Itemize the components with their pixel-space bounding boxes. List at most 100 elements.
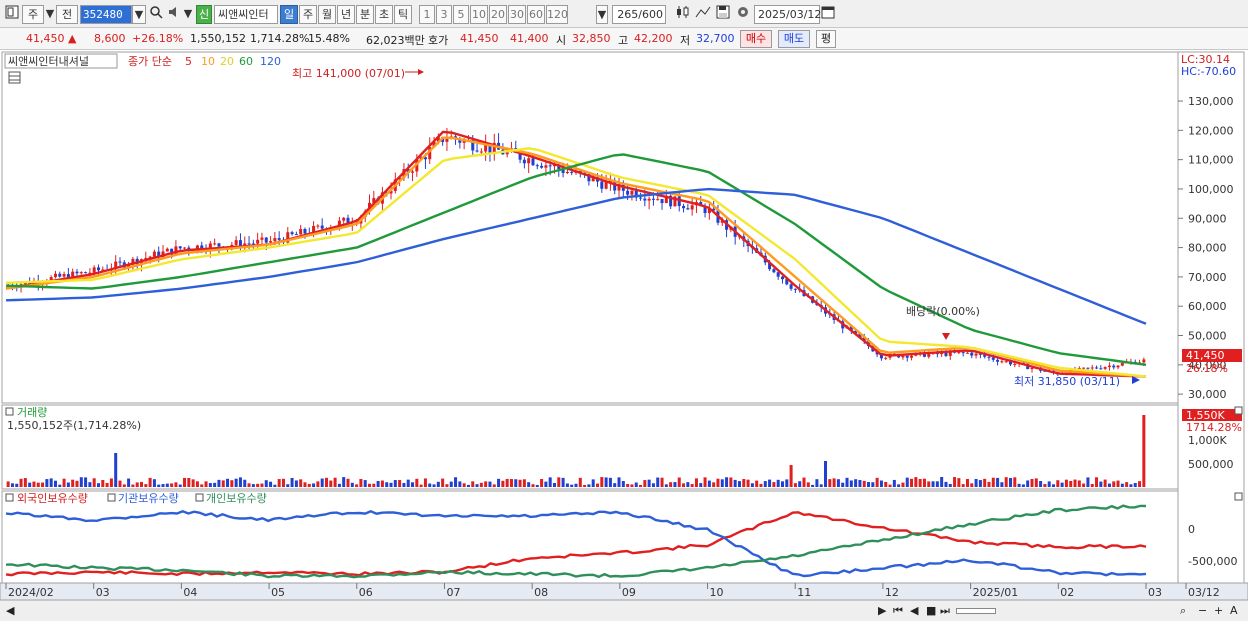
interval-button-1[interactable]: 1 — [419, 5, 435, 24]
date-field[interactable]: 2025/03/12 — [754, 5, 821, 24]
volume-bar — [88, 482, 92, 487]
volume-bar — [1004, 477, 1008, 487]
trade-amount: 62,023백만 — [366, 34, 425, 47]
period-button-6[interactable]: 틱 — [394, 5, 412, 24]
font-size-icon[interactable]: A — [1230, 604, 1238, 617]
prev-button[interactable]: 전 — [56, 5, 78, 24]
gear-icon[interactable] — [734, 5, 752, 24]
interval-button-5[interactable]: 5 — [453, 5, 469, 24]
volume-bar — [927, 481, 931, 487]
save-icon[interactable] — [714, 5, 732, 24]
volume-panel-close-icon[interactable] — [1234, 406, 1243, 415]
candle-body — [910, 355, 914, 358]
interval-button-10[interactable]: 10 — [470, 5, 488, 24]
volume-bar — [273, 484, 277, 487]
holding-panel-close-icon[interactable] — [1234, 492, 1243, 501]
volume-bar — [673, 482, 677, 487]
volume-bar — [1112, 481, 1116, 487]
legend-ma120: 120 — [260, 55, 281, 68]
eval-button[interactable]: 평 — [816, 30, 836, 48]
volume-bar — [79, 477, 83, 487]
volume-bar — [385, 482, 389, 487]
speaker-icon[interactable] — [166, 5, 182, 24]
volume-bar — [819, 484, 823, 487]
window-menu-icon[interactable] — [4, 5, 20, 24]
interval-button-60[interactable]: 60 — [527, 5, 545, 24]
search-icon[interactable] — [148, 5, 164, 24]
volume-bar — [729, 477, 733, 487]
candle-body — [269, 241, 273, 243]
volume-bar — [733, 479, 737, 487]
candle-body — [677, 196, 681, 207]
zoom-track[interactable] — [956, 608, 996, 614]
scroll-end-icon[interactable]: ⏭ — [940, 604, 950, 617]
stop-icon[interactable]: ■ — [926, 604, 937, 617]
volume-bar — [131, 484, 135, 487]
interval-button-3[interactable]: 3 — [436, 5, 452, 24]
zoom-out-icon[interactable]: − — [1198, 604, 1208, 617]
stock-name-field[interactable]: 씨앤씨인터 — [214, 5, 278, 24]
volume-bar — [316, 481, 320, 487]
interval-button-30[interactable]: 30 — [508, 5, 526, 24]
legend-ma60: 60 — [239, 55, 253, 68]
period-button-3[interactable]: 년 — [337, 5, 355, 24]
price-panel-frame — [1, 51, 1179, 404]
scroll-bar[interactable]: ◀ ▶ ⏮ ◀ ■ ⏭ ⌕ − + A — [0, 600, 1248, 621]
draw-tool-icon[interactable] — [694, 5, 712, 24]
ma-line-5 — [5, 130, 1147, 378]
candle-body — [423, 157, 427, 160]
x-tick-label: 03 — [1148, 586, 1162, 599]
count-field[interactable]: 265/600 — [612, 5, 666, 24]
scroll-left-icon[interactable]: ◀ — [6, 604, 15, 617]
candle-body — [776, 272, 780, 277]
volume-bar — [802, 477, 806, 487]
zoom-in-icon[interactable]: + — [1214, 604, 1224, 617]
market-label: 주 — [27, 8, 39, 21]
volume-bar — [905, 477, 909, 487]
period-button-1[interactable]: 주 — [299, 5, 317, 24]
volume-bar — [1073, 479, 1077, 487]
period-button-4[interactable]: 분 — [356, 5, 374, 24]
volume-bar — [372, 483, 376, 487]
buy-button[interactable]: 매수 — [740, 30, 772, 48]
interval-button-20[interactable]: 20 — [489, 5, 507, 24]
interval-dropdown-icon[interactable]: ▼ — [596, 5, 608, 24]
volume-bar — [355, 484, 359, 487]
volume-bar — [1052, 484, 1056, 487]
scroll-start-icon[interactable]: ⏮ — [893, 604, 903, 617]
scroll-right-icon[interactable]: ▶ — [878, 604, 887, 617]
sell-button[interactable]: 매도 — [778, 30, 810, 48]
market-dropdown-icon[interactable]: ▼ — [45, 7, 55, 20]
price-tick-label: 80,000 — [1188, 242, 1227, 255]
volume-bar — [294, 480, 298, 487]
volume-bar — [918, 478, 922, 487]
stock-code-input[interactable]: 352480 — [80, 5, 132, 24]
calendar-icon[interactable] — [820, 5, 836, 24]
volume-bar — [247, 483, 251, 487]
period-button-5[interactable]: 초 — [375, 5, 393, 24]
code-dropdown-icon[interactable]: ▼ — [132, 5, 146, 24]
zoom-search-icon[interactable]: ⌕ — [1180, 604, 1187, 617]
chart-area[interactable]: 130,000 120,000 110,000 100,000 90,000 80,000… — [0, 50, 1248, 600]
chart-svg[interactable]: 130,000 120,000 110,000 100,000 90,000 80,000… — [0, 50, 1248, 600]
volume-bar — [811, 484, 815, 487]
scroll-prev-icon[interactable]: ◀ — [910, 604, 919, 617]
volume-bar — [1099, 481, 1103, 487]
grid-toggle-icon[interactable] — [8, 71, 21, 84]
market-select[interactable]: 주 — [22, 5, 44, 24]
volume-bar — [682, 483, 686, 487]
interval-button-120[interactable]: 120 — [546, 5, 568, 24]
speaker-dropdown-icon[interactable]: ▼ — [183, 7, 193, 20]
volume-bar — [286, 484, 290, 487]
period-button-2[interactable]: 월 — [318, 5, 336, 24]
volume-bar — [269, 481, 273, 487]
volume-bar — [148, 477, 152, 487]
candle-body — [630, 190, 634, 195]
stock-name: 씨앤씨인터 — [218, 8, 269, 21]
volume-bar — [462, 483, 466, 487]
candle-type-icon[interactable] — [674, 5, 692, 24]
volume-bar — [587, 484, 591, 487]
candle-body — [858, 333, 862, 338]
volume-bar — [1133, 483, 1137, 487]
period-button-0[interactable]: 일 — [280, 5, 298, 24]
